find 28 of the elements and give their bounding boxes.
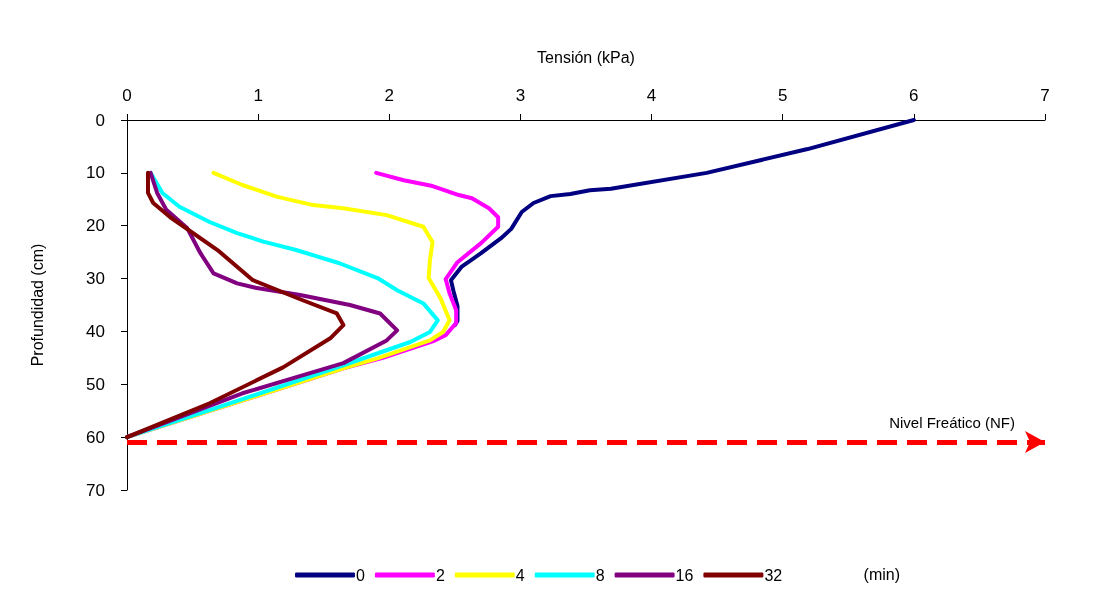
y-tick-label: 50 bbox=[86, 374, 105, 394]
y-tick-label: 0 bbox=[95, 110, 105, 130]
line-series bbox=[448, 118, 916, 328]
legend-title: (min) bbox=[863, 565, 900, 583]
legend-label: 2 bbox=[435, 566, 445, 584]
ref-line-label: Nivel Freático (NF) bbox=[889, 414, 1015, 432]
legend-label: 8 bbox=[595, 566, 605, 584]
x-tick-label: 4 bbox=[646, 86, 657, 105]
x-tick-label: 3 bbox=[515, 86, 526, 105]
y-tick-label: 60 bbox=[86, 427, 105, 447]
legend-label: 32 bbox=[764, 566, 783, 584]
x-tick-label: 7 bbox=[1040, 86, 1050, 105]
x-tick-label: 2 bbox=[384, 86, 395, 105]
y-tick-label: 40 bbox=[86, 321, 105, 341]
y-tick-label: 30 bbox=[86, 269, 105, 289]
y-tick-label: 10 bbox=[86, 163, 105, 183]
y-axis-title: Profundidad (cm) bbox=[28, 243, 46, 367]
legend-label: 0 bbox=[356, 566, 365, 584]
x-axis-title: Tensión (kPa) bbox=[537, 48, 635, 66]
x-tick-label: 6 bbox=[909, 86, 919, 105]
line-series bbox=[125, 170, 346, 440]
x-tick-label: 0 bbox=[122, 86, 132, 105]
y-tick-label: 70 bbox=[86, 480, 105, 500]
x-tick-label: 5 bbox=[777, 86, 788, 105]
legend-label: 16 bbox=[675, 566, 694, 584]
legend-label: 4 bbox=[515, 566, 525, 584]
y-tick-label: 20 bbox=[86, 216, 105, 236]
x-tick-label: 1 bbox=[253, 86, 263, 105]
